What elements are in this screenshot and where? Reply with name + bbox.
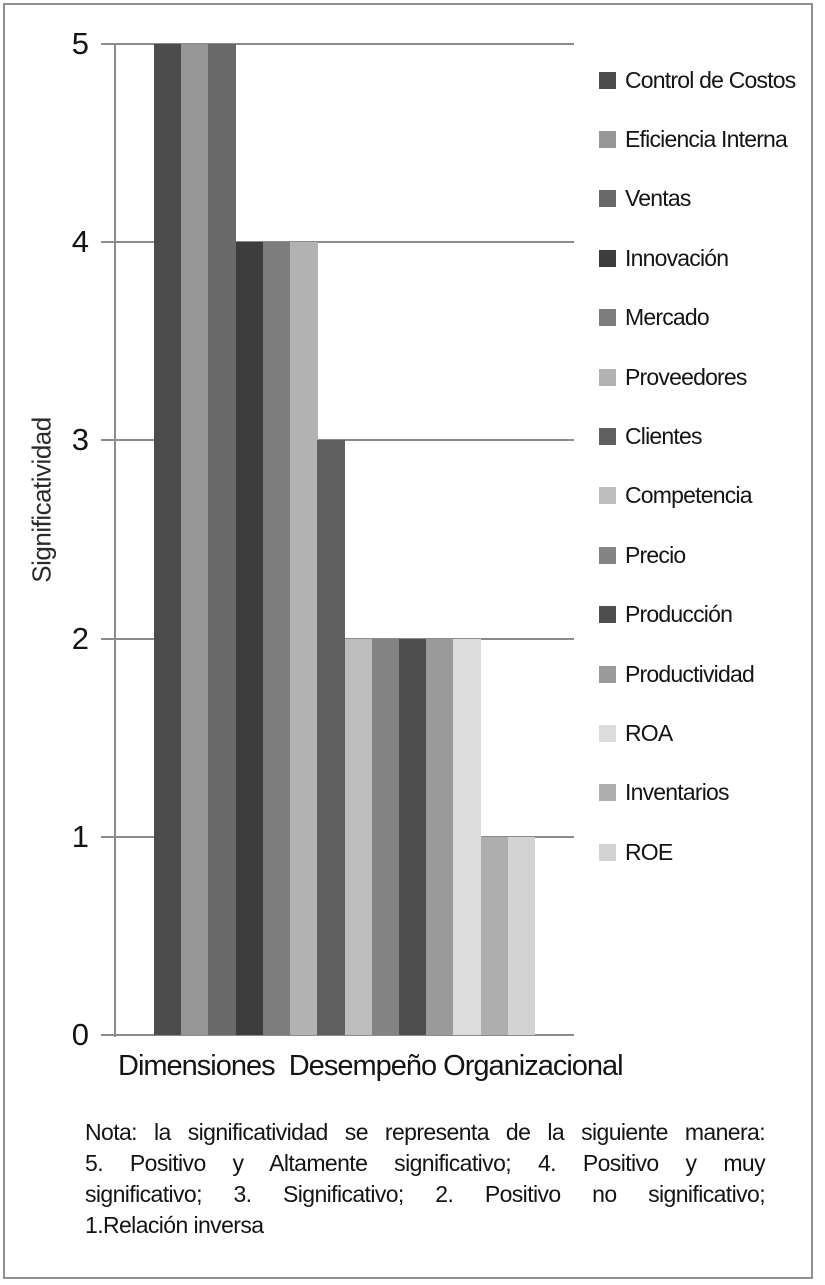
y-tick-label-5: 5 xyxy=(71,26,89,61)
legend-label: Ventas xyxy=(625,185,691,212)
bar-eficiencia-interna xyxy=(181,44,209,1035)
bar-roa xyxy=(453,638,481,1035)
legend-item-control-de-costos: Control de Costos xyxy=(599,67,796,93)
y-axis-title: Significatividad xyxy=(26,417,57,583)
legend-item-roa: ROA xyxy=(599,719,673,746)
legend-label: ROA xyxy=(625,719,673,746)
legend-item-eficiencia-interna: Eficiencia Interna xyxy=(599,125,788,152)
legend-label: Inventarios xyxy=(625,779,730,806)
legend-swatch-icon xyxy=(599,249,616,267)
gridline-y0 xyxy=(101,1034,574,1036)
note-text: Nota: la significatividad se representa … xyxy=(85,1117,766,1241)
legend-label: Clientes xyxy=(625,422,703,449)
legend-swatch-icon xyxy=(599,784,616,802)
legend-item-ventas: Ventas xyxy=(599,185,691,212)
legend-label: Innovación xyxy=(625,244,729,271)
legend-swatch-icon xyxy=(599,309,616,327)
legend-swatch-icon xyxy=(599,130,616,148)
legend-label: Proveedores xyxy=(625,363,747,390)
legend-label: Control de Costos xyxy=(625,66,796,93)
legend-label: Competencia xyxy=(625,482,753,509)
bar-proveedores xyxy=(290,242,318,1035)
y-axis-line xyxy=(114,44,116,1037)
legend-item-roe: ROE xyxy=(599,838,673,865)
legend-label: Productividad xyxy=(625,660,755,687)
legend-swatch-icon xyxy=(599,427,616,445)
legend-swatch-icon xyxy=(599,843,616,861)
legend-swatch-icon xyxy=(599,665,616,683)
legend-swatch-icon xyxy=(599,546,616,564)
y-tick-label-4: 4 xyxy=(71,224,89,260)
legend-label: Eficiencia Interna xyxy=(625,125,788,152)
bar-precio xyxy=(371,638,400,1035)
legend-label: ROE xyxy=(625,838,673,865)
bar-ventas xyxy=(208,44,236,1035)
note-line: 1.Relación inversa xyxy=(85,1212,264,1238)
y-tick-label-1: 1 xyxy=(71,818,89,854)
note-line: significativo; 3. Significativo; 2. Posi… xyxy=(85,1181,766,1207)
legend-label: Precio xyxy=(625,541,686,568)
bar-competencia xyxy=(344,638,372,1035)
gridline-y5 xyxy=(101,43,574,45)
legend-swatch-icon xyxy=(599,190,616,208)
legend-item-producción: Producción xyxy=(599,601,733,628)
bar-control-de-costos xyxy=(154,44,182,1035)
legend-item-proveedores: Proveedores xyxy=(599,364,747,390)
legend-swatch-icon xyxy=(599,606,616,624)
bar-productividad xyxy=(426,638,454,1035)
bar-mercado xyxy=(262,242,291,1035)
legend-swatch-icon xyxy=(599,487,616,505)
y-tick-label-0: 0 xyxy=(71,1017,89,1052)
bar-inventarios xyxy=(480,836,509,1035)
bar-roe xyxy=(507,836,536,1035)
legend-item-inventarios: Inventarios xyxy=(599,779,730,806)
x-axis-label: Dimensiones Desempeño Organizacional xyxy=(118,1050,624,1082)
legend-swatch-icon xyxy=(599,71,616,89)
legend-label: Mercado xyxy=(625,304,710,331)
note-line: Nota: la significatividad se representa … xyxy=(85,1119,766,1145)
legend-item-clientes: Clientes xyxy=(599,422,703,449)
legend-item-innovación: Innovación xyxy=(599,244,729,271)
note-line: 5. Positivo y Altamente significativo; 4… xyxy=(85,1150,766,1176)
legend-item-mercado: Mercado xyxy=(599,304,710,331)
gridline-y4 xyxy=(101,241,574,244)
y-tick-label-2: 2 xyxy=(71,620,89,656)
bar-clientes xyxy=(317,440,345,1035)
legend-swatch-icon xyxy=(599,724,616,742)
legend-item-precio: Precio xyxy=(599,541,686,568)
legend-swatch-icon xyxy=(599,368,616,386)
bar-innovación xyxy=(235,242,264,1035)
bar-producción xyxy=(398,638,427,1035)
legend-item-competencia: Competencia xyxy=(599,482,753,509)
legend-item-productividad: Productividad xyxy=(599,660,755,687)
legend-label: Producción xyxy=(625,601,733,628)
y-tick-label-3: 3 xyxy=(71,422,89,458)
